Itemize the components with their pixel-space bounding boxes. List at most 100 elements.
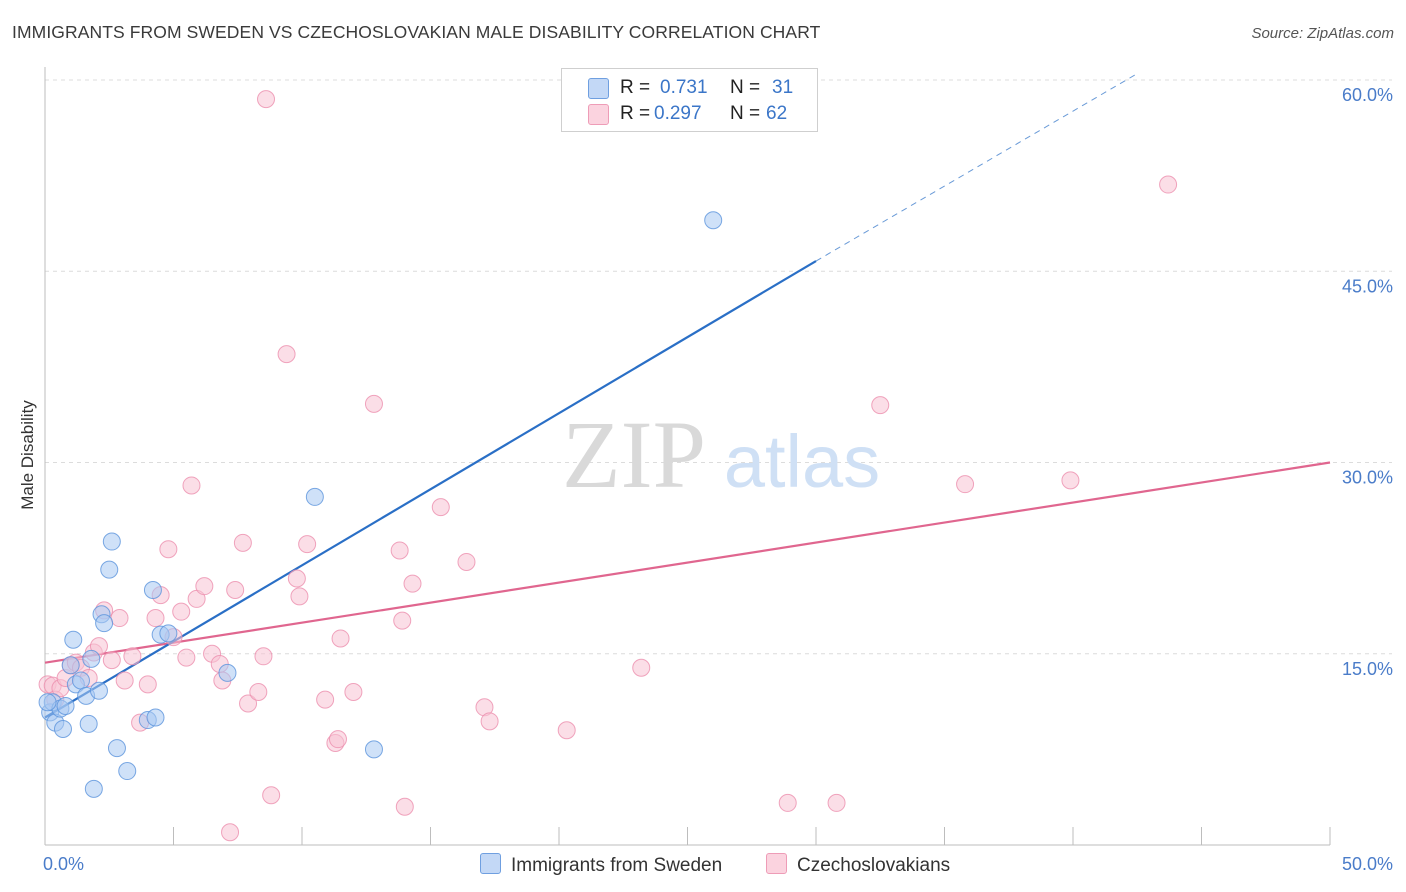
watermark-atlas: atlas (724, 420, 880, 503)
y-tick-label: 15.0% (1342, 659, 1393, 679)
point-sweden (82, 649, 101, 668)
data-points (38, 90, 1178, 842)
point-czech (827, 793, 846, 812)
legend-n-value: 31 (772, 77, 794, 98)
point-sweden (56, 697, 75, 716)
watermark-zip: ZIP (562, 401, 706, 508)
point-czech (871, 396, 890, 415)
watermark: ZIP atlas (562, 401, 880, 508)
legend-r-value: 0.731 (660, 77, 708, 98)
point-sweden (89, 681, 108, 700)
point-sweden (364, 740, 383, 759)
point-sweden (218, 663, 237, 682)
point-czech (395, 797, 414, 816)
point-czech (159, 540, 178, 559)
point-sweden (38, 693, 57, 712)
point-czech (172, 602, 191, 621)
point-czech (480, 712, 499, 731)
bottom-legend-czech: Czechoslovakians (766, 853, 950, 877)
point-czech (778, 793, 797, 812)
point-czech (249, 683, 268, 701)
point-czech (390, 541, 409, 560)
point-czech (290, 587, 309, 606)
point-czech (557, 721, 576, 740)
point-czech (457, 552, 476, 571)
point-czech (226, 581, 245, 599)
point-czech (328, 730, 347, 749)
legend-r-label: R = (620, 77, 651, 98)
legend-swatch-sweden (588, 78, 609, 99)
point-sweden (53, 719, 72, 738)
point-czech (102, 651, 121, 670)
point-czech (632, 658, 651, 677)
point-czech (110, 609, 129, 628)
point-czech (254, 647, 273, 666)
point-czech (182, 476, 201, 495)
point-czech (298, 535, 317, 554)
bottom-legend-swatch-sweden (480, 853, 501, 874)
point-sweden (84, 779, 103, 798)
y-tick-label: 30.0% (1342, 468, 1393, 488)
point-sweden (100, 560, 119, 579)
point-sweden (118, 762, 137, 781)
point-czech (123, 647, 142, 666)
y-tick-label: 45.0% (1342, 276, 1393, 296)
point-czech (221, 823, 240, 842)
x-tick-label: 50.0% (1342, 854, 1393, 874)
point-sweden (704, 211, 723, 230)
trend-line-czech (44, 461, 1331, 664)
point-czech (115, 671, 134, 690)
point-sweden (146, 708, 165, 727)
trend-line-sweden-extension (815, 73, 1138, 262)
point-czech (364, 394, 383, 413)
point-czech (956, 475, 975, 494)
chart-title: IMMIGRANTS FROM SWEDEN VS CZECHOSLOVAKIA… (12, 22, 821, 42)
point-sweden (159, 624, 178, 643)
point-czech (316, 690, 335, 709)
gridlines (45, 79, 1392, 655)
point-sweden (102, 532, 121, 551)
bottom-legend-sweden: Immigrants from Sweden (480, 853, 722, 877)
point-sweden (61, 656, 80, 675)
legend-r-label: R = (620, 103, 651, 124)
source-label: Source: ZipAtlas.com (1251, 25, 1394, 42)
point-czech (431, 498, 450, 517)
point-sweden (79, 714, 98, 733)
legend-swatch-czech (588, 104, 609, 125)
bottom-legend-label-czech: Czechoslovakians (797, 855, 951, 876)
point-czech (331, 629, 350, 648)
trend-lines (44, 73, 1331, 719)
point-czech (1159, 175, 1178, 194)
point-czech (393, 611, 412, 630)
point-czech (177, 648, 196, 667)
point-czech (344, 683, 363, 701)
point-czech (287, 569, 306, 588)
correlation-legend: R = 0.731 N = 31 R = 0.297 N = 62 (561, 68, 818, 132)
legend-n-value: 62 (766, 103, 788, 124)
point-czech (277, 345, 296, 364)
tick-labels: 15.0% 30.0% 45.0% 60.0% 0.0% 50.0% (43, 85, 1393, 874)
y-tick-label: 60.0% (1342, 85, 1393, 105)
point-sweden (71, 671, 90, 690)
point-czech (1061, 471, 1080, 490)
point-czech (257, 90, 276, 109)
point-sweden (95, 614, 114, 633)
legend-r-value: 0.297 (654, 103, 702, 124)
point-sweden (143, 581, 162, 599)
legend-n-label: N = (730, 77, 761, 98)
point-czech (138, 675, 157, 694)
point-czech (262, 786, 281, 805)
point-czech (239, 694, 258, 713)
point-czech (146, 609, 165, 628)
point-sweden (107, 739, 126, 758)
point-czech (403, 574, 422, 593)
point-sweden (305, 487, 324, 506)
point-czech (195, 577, 214, 596)
point-sweden (64, 630, 83, 649)
bottom-legend-label-sweden: Immigrants from Sweden (511, 855, 723, 876)
x-tick-label: 0.0% (43, 854, 84, 874)
legend-n-label: N = (730, 103, 761, 124)
point-czech (233, 533, 252, 552)
bottom-legend-swatch-czech (766, 853, 787, 874)
